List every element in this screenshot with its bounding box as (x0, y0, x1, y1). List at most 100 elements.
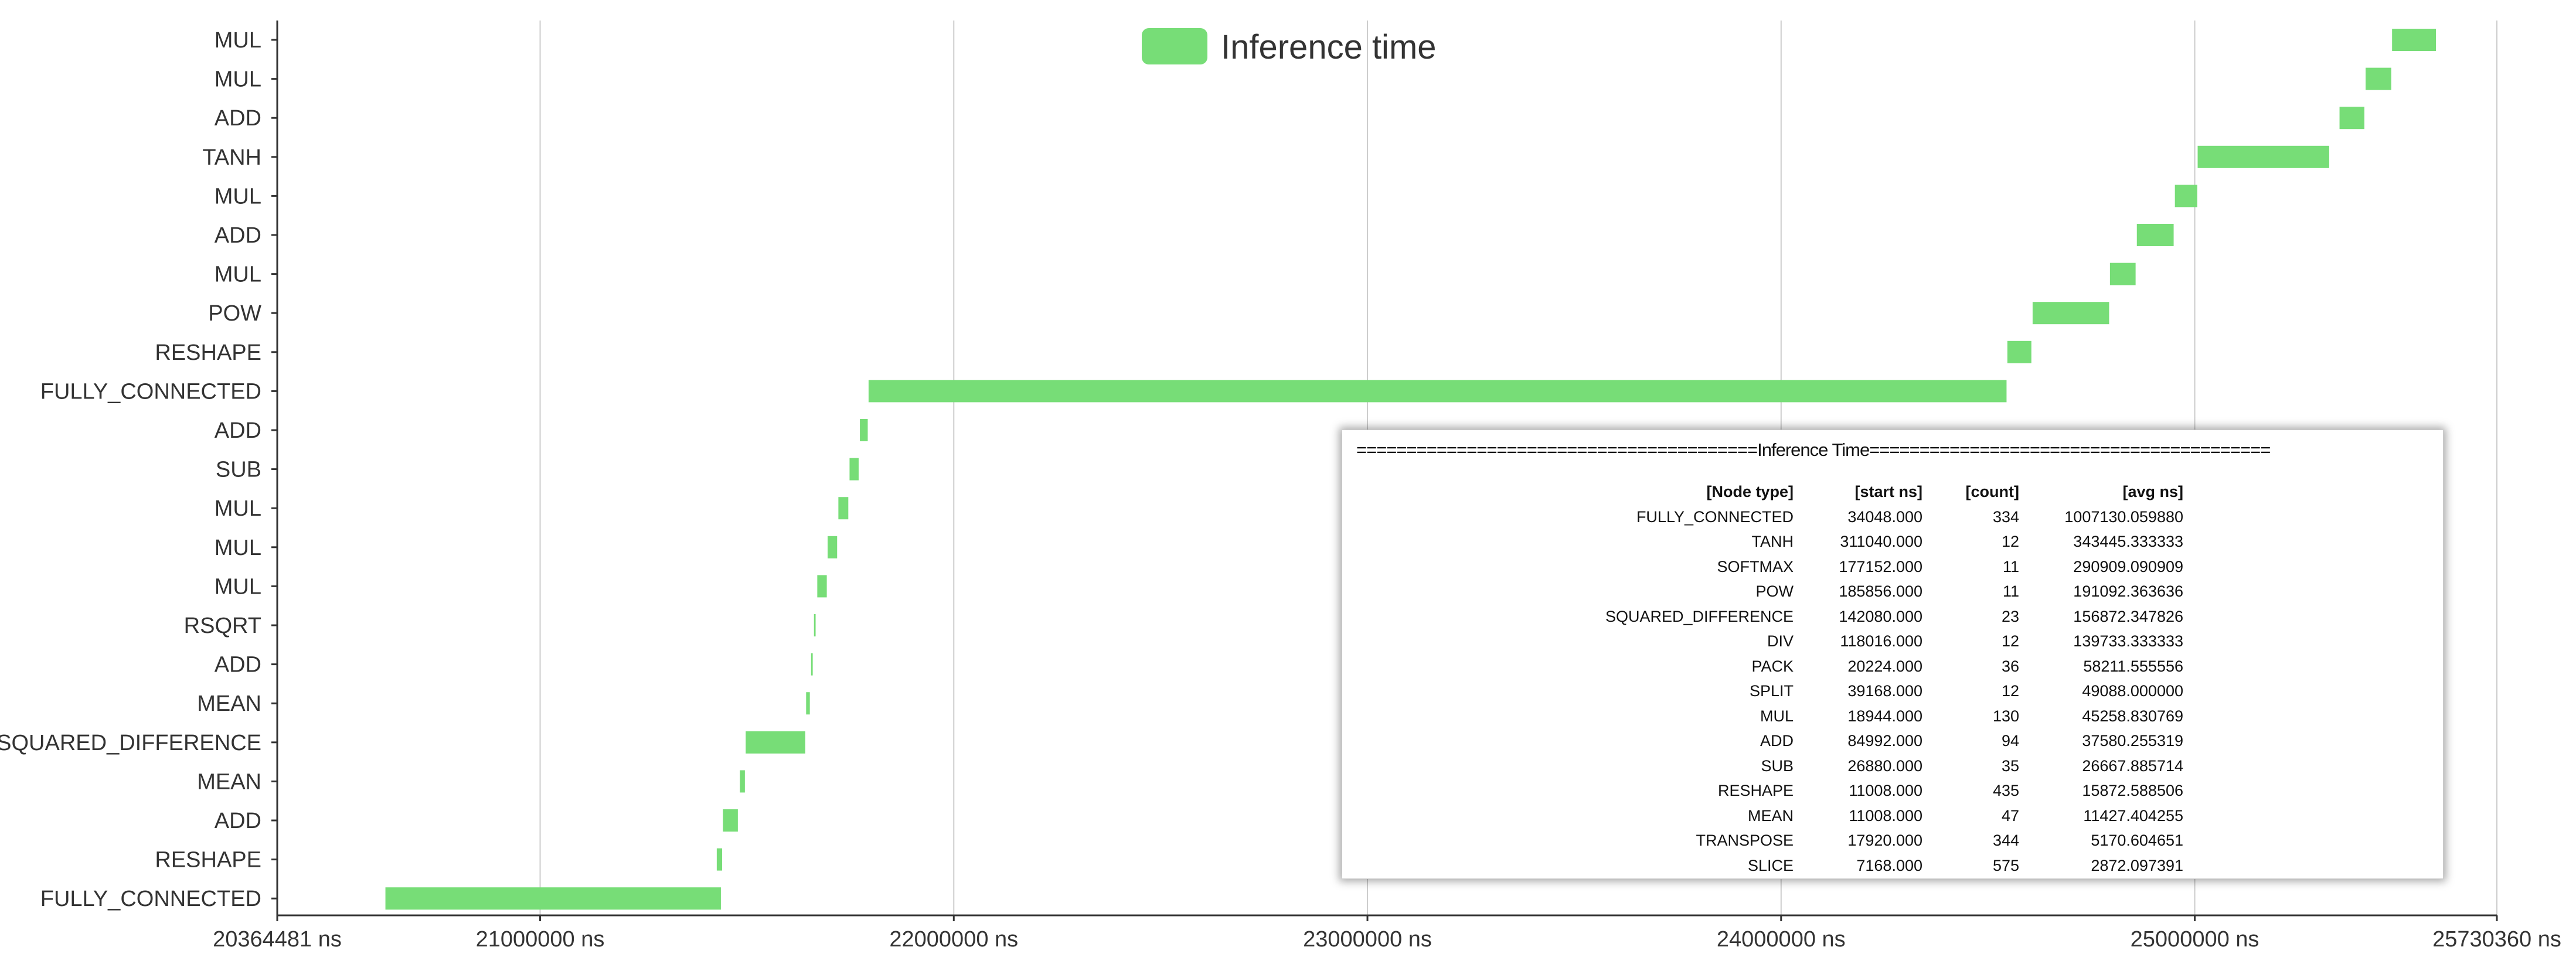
stats-count: 12 (2001, 682, 2019, 700)
stats-avg-ns: 58211.555556 (2083, 657, 2183, 675)
stats-start-ns: 142080.000 (1839, 607, 1922, 625)
stats-node-type: TANH (1751, 533, 1794, 550)
timeline-bar (2366, 67, 2391, 90)
stats-row: FULLY_CONNECTED 34048.000 334 1007130.05988… (1342, 505, 2183, 530)
legend-label: Inference time (1221, 28, 1437, 66)
x-tick-label: 21000000 ns (476, 927, 605, 952)
y-row-label: ADD (215, 418, 261, 443)
y-row-label: MUL (215, 496, 261, 521)
stats-avg-ns: 139733.333333 (2073, 632, 2183, 650)
stats-start-ns: 20224.000 (1847, 657, 1922, 675)
stats-count: 23 (2001, 607, 2019, 625)
stats-row: TANH 311040.000 12 343445.333333 (1342, 529, 2184, 554)
timeline-bar (2109, 263, 2136, 285)
timeline-bar (716, 848, 723, 871)
stats-count: 35 (2001, 757, 2019, 775)
stats-node-type: ADD (1760, 732, 1794, 750)
stats-node-type: RESHAPE (1717, 782, 1794, 799)
stats-header-row: [Node type] [start ns] [count] [avg ns] (1342, 479, 2184, 505)
y-row-label: MEAN (197, 769, 261, 794)
stats-row: RESHAPE 11008.000 435 15872.588506 (1342, 778, 2183, 803)
stats-avg-ns: 15872.588506 (2082, 782, 2183, 799)
stats-start-ns: 11008.000 (1849, 806, 1922, 825)
stats-avg-ns: 5170.604651 (2091, 832, 2183, 849)
timeline-bar (2175, 185, 2197, 207)
stats-node-type: PACK (1751, 657, 1794, 675)
stats-start-ns: 39168.000 (1847, 682, 1922, 700)
y-row-label: ADD (215, 223, 261, 248)
stats-row: SLICE 7168.000 575 2872.097391 (1342, 853, 2183, 878)
stats-node-type: SUB (1761, 757, 1794, 775)
stats-start-ns: 17920.000 (1847, 832, 1922, 849)
stats-row: SUB 26880.000 35 26667.885714 (1342, 754, 2183, 779)
stats-row: DIV 118016.000 12 139733.333333 (1342, 629, 2183, 654)
timeline-bars (385, 29, 2436, 910)
x-tick-label: 22000000 ns (889, 927, 1018, 952)
timeline-bar (860, 419, 868, 441)
stats-count: 344 (1992, 832, 2019, 849)
stats-row: POW 185856.000 11 191092.363636 (1342, 579, 2184, 604)
y-row-label: ADD (215, 653, 261, 677)
stats-avg-ns: 37580.255319 (2082, 732, 2183, 750)
stats-count: 435 (1992, 782, 2019, 799)
timeline-bar (2392, 29, 2436, 51)
stats-node-type: MUL (1760, 707, 1794, 725)
y-row-label: MUL (215, 263, 261, 287)
stats-row: SPLIT 39168.000 12 49088.000000 (1342, 679, 2183, 704)
timeline-bar (2136, 224, 2174, 246)
stats-node-type: POW (1755, 583, 1794, 600)
stats-node-type: SQUARED_DIFFERENCE (1605, 607, 1794, 625)
timeline-bar (814, 614, 816, 636)
stats-row: MEAN 11008.000 47 11427.404255 (1342, 803, 2183, 829)
stats-count: 12 (2001, 533, 2019, 550)
y-row-label: FULLY_CONNECTED (40, 379, 261, 404)
y-row-label: FULLY_CONNECTED (40, 887, 261, 911)
header-node-type: [Node type] (1706, 483, 1794, 500)
stats-count: 575 (1992, 856, 2019, 874)
stats-node-type: TRANSPOSE (1696, 832, 1794, 849)
y-row-label: RSQRT (184, 614, 261, 638)
y-row-label: SUB (216, 458, 261, 482)
y-row-label: MEAN (197, 692, 261, 716)
y-row-label: ADD (215, 106, 261, 131)
stats-avg-ns: 45258.830769 (2082, 707, 2183, 725)
y-row-label: TANH (202, 145, 261, 170)
stats-avg-ns: 343445.333333 (2073, 533, 2183, 550)
timeline-bar (2339, 107, 2364, 130)
stats-node-type: MEAN (1747, 806, 1794, 825)
timeline-bar (806, 692, 810, 715)
timeline-bar (817, 575, 827, 598)
stats-node-type: DIV (1767, 632, 1794, 650)
stats-start-ns: 118016.000 (1840, 632, 1922, 650)
stats-start-ns: 18944.000 (1847, 707, 1922, 725)
stats-avg-ns: 191092.363636 (2073, 583, 2183, 600)
stats-start-ns: 34048.000 (1847, 507, 1922, 526)
timeline-bar (828, 536, 838, 558)
header-avg-ns: [avg ns] (2122, 483, 2183, 500)
y-axis-labels: MUL MUL ADD TANH MUL ADD MUL POW RESHAPE FULLY_CO… (0, 28, 261, 911)
x-axis: 20364481 ns 21000000 ns 22000000 ns 2300000… (213, 914, 2561, 952)
stats-start-ns: 11008.000 (1849, 782, 1922, 799)
stats-row: ADD 84992.000 94 37580.255319 (1342, 728, 2183, 754)
timeline-bar (2007, 340, 2031, 363)
x-tick-label: 25730360 ns (2432, 927, 2561, 952)
timeline-bar (385, 887, 721, 910)
stats-row: SOFTMAX 177152.000 11 290909.090909 (1342, 554, 2183, 580)
y-row-label: MUL (215, 28, 261, 53)
stats-count: 11 (2002, 557, 2019, 575)
inference-time-stats-panel: ========================================… (1342, 430, 2444, 879)
stats-start-ns: 311040.000 (1840, 533, 1922, 550)
y-axis (271, 21, 278, 915)
stats-avg-ns: 26667.885714 (2082, 757, 2183, 775)
stats-node-type: SPLIT (1749, 682, 1794, 700)
stats-row: MUL 18944.000 130 45258.830769 (1342, 704, 2183, 729)
stats-row: PACK 20224.000 36 58211.555556 (1342, 654, 2183, 679)
y-row-label: POW (208, 301, 261, 326)
stats-avg-ns: 156872.347826 (2073, 607, 2183, 625)
y-row-label: RESHAPE (155, 848, 261, 873)
x-tick-label: 20364481 ns (213, 927, 342, 952)
header-count: [count] (1965, 483, 2019, 500)
stats-node-type: SLICE (1747, 856, 1794, 874)
stats-count: 334 (1992, 507, 2019, 526)
y-row-label: RESHAPE (155, 340, 261, 365)
